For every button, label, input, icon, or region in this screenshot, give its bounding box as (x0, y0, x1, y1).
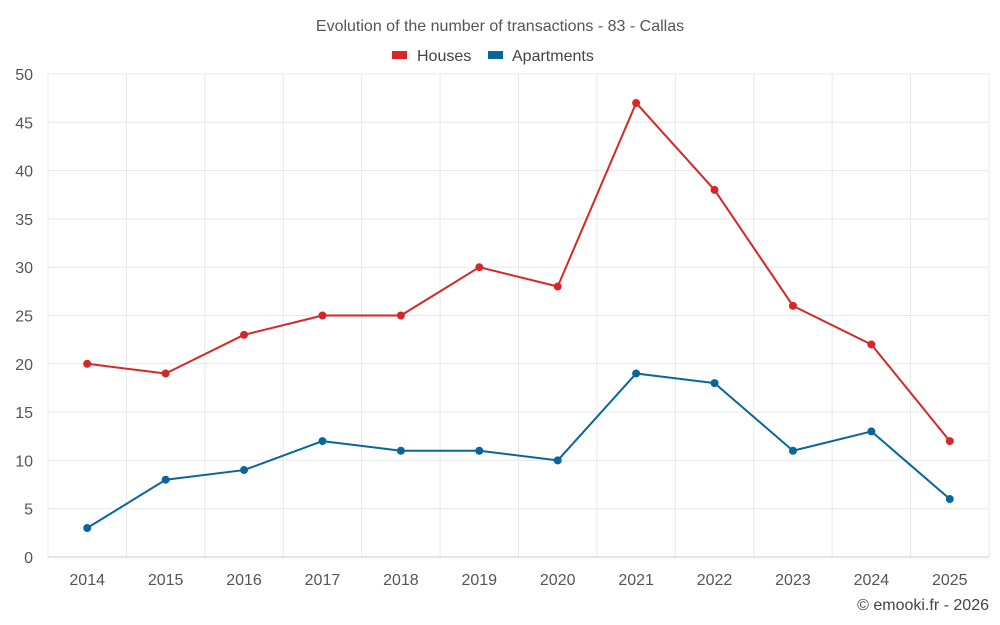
x-tick-label: 2024 (854, 572, 890, 589)
data-point-apartments-2015[interactable] (161, 475, 170, 484)
legend-swatch-apartments (488, 51, 503, 59)
x-tick-label: 2019 (461, 572, 497, 589)
data-point-apartments-2017[interactable] (318, 437, 327, 446)
data-point-apartments-2016[interactable] (240, 466, 249, 475)
grid (47, 73, 990, 557)
legend-swatch-houses (392, 51, 407, 59)
data-point-houses-2021[interactable] (632, 98, 641, 107)
data-point-houses-2025[interactable] (945, 437, 954, 446)
data-point-houses-2014[interactable] (83, 359, 92, 368)
credit-text: © emooki.fr - 2026 (857, 597, 989, 614)
y-tick-label: 15 (15, 405, 33, 422)
y-tick-label: 35 (15, 212, 33, 229)
data-point-apartments-2021[interactable] (632, 369, 641, 378)
x-tick-label: 2017 (305, 572, 341, 589)
y-tick-label: 45 (15, 115, 33, 132)
x-tick-label: 2014 (69, 572, 105, 589)
y-tick-label: 5 (24, 502, 33, 519)
data-point-houses-2019[interactable] (475, 263, 484, 272)
data-point-apartments-2014[interactable] (83, 524, 92, 533)
legend-label-houses: Houses (417, 48, 471, 65)
x-tick-label: 2020 (540, 572, 576, 589)
legend: Houses Apartments (392, 48, 594, 65)
series (83, 98, 954, 533)
data-point-houses-2018[interactable] (396, 311, 405, 320)
data-point-apartments-2020[interactable] (553, 456, 562, 465)
series-line-apartments (86, 372, 951, 529)
data-point-apartments-2023[interactable] (788, 446, 797, 455)
x-tick-label: 2023 (775, 572, 811, 589)
data-point-houses-2024[interactable] (867, 340, 876, 349)
data-point-apartments-2024[interactable] (867, 427, 876, 436)
x-tick-label: 2015 (148, 572, 184, 589)
data-point-houses-2023[interactable] (788, 301, 797, 310)
x-tick-label: 2021 (618, 572, 654, 589)
x-tick-label: 2018 (383, 572, 419, 589)
y-tick-label: 50 (15, 67, 33, 84)
y-tick-label: 25 (15, 309, 33, 326)
x-tick-label: 2016 (226, 572, 262, 589)
x-tick-label: 2022 (697, 572, 733, 589)
series-line-houses (87, 101, 951, 442)
y-tick-label: 20 (15, 357, 33, 374)
data-point-houses-2022[interactable] (710, 185, 719, 194)
x-tick-label: 2025 (932, 572, 968, 589)
legend-label-apartments: Apartments (512, 48, 594, 65)
data-point-apartments-2022[interactable] (710, 379, 719, 388)
y-tick-label: 40 (15, 164, 33, 181)
data-point-houses-2020[interactable] (553, 282, 562, 291)
data-point-houses-2017[interactable] (318, 311, 327, 320)
data-point-houses-2016[interactable] (240, 330, 249, 339)
y-tick-label: 30 (15, 260, 33, 277)
data-point-apartments-2019[interactable] (475, 446, 484, 455)
y-tick-label: 10 (15, 453, 33, 470)
y-tick-label: 0 (24, 550, 33, 567)
data-point-apartments-2025[interactable] (945, 495, 954, 504)
chart-title: Evolution of the number of transactions … (316, 18, 684, 35)
data-point-apartments-2018[interactable] (396, 446, 405, 455)
data-point-houses-2015[interactable] (161, 369, 170, 378)
